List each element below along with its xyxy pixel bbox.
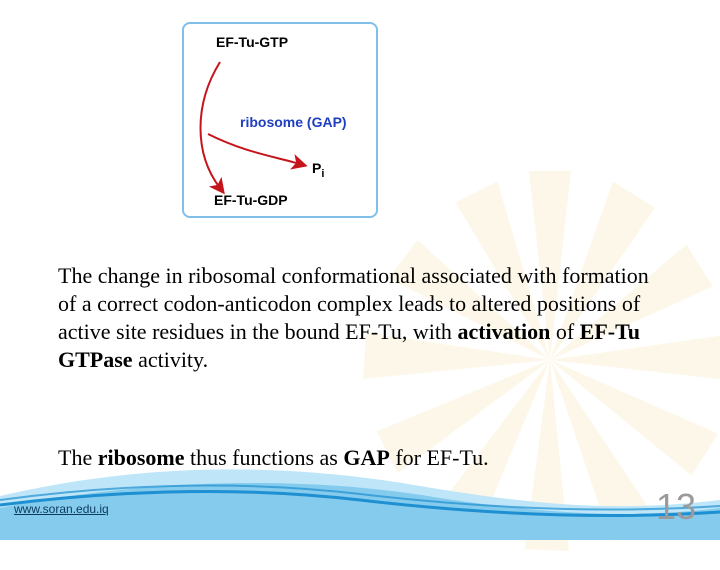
page-number: 13 [656,486,696,528]
slide: EF-Tu-GTP ribosome (GAP) Pi EF-Tu-GDP Th… [0,0,720,540]
footer-link[interactable]: www.soran.edu.iq [14,502,109,516]
label-pi: Pi [312,160,324,180]
label-ef-tu-gtp: EF-Tu-GTP [216,34,288,50]
paragraph-1: The change in ribosomal conformational a… [58,262,662,375]
label-ef-tu-gdp: EF-Tu-GDP [214,192,288,208]
diagram-panel: EF-Tu-GTP ribosome (GAP) Pi EF-Tu-GDP [182,22,378,218]
label-ribosome-gap: ribosome (GAP) [240,114,347,130]
paragraph-2: The ribosome thus functions as GAP for E… [58,445,662,471]
